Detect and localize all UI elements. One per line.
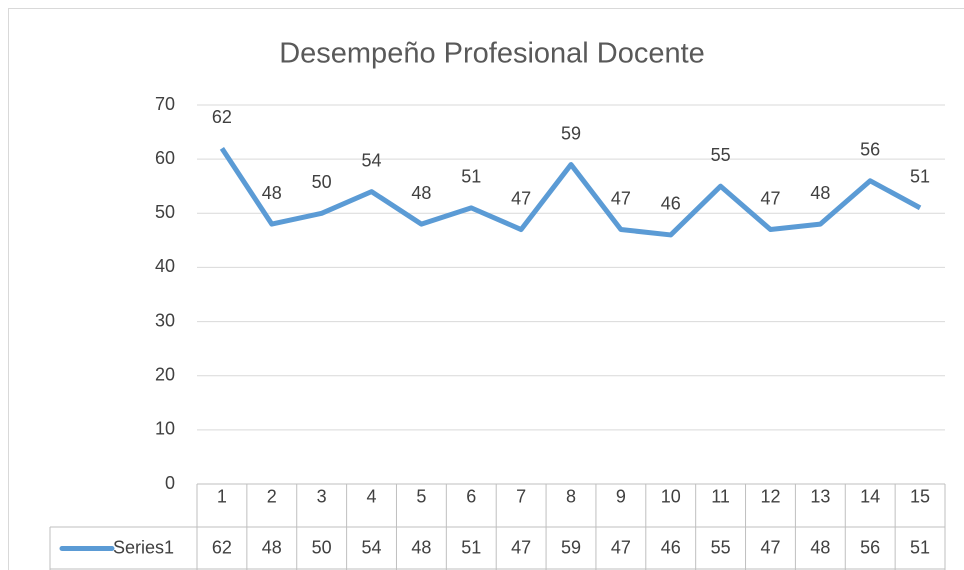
table-value: 46	[661, 537, 681, 557]
table-value: 47	[611, 537, 631, 557]
x-tick-label: 12	[760, 486, 780, 506]
data-label: 48	[411, 183, 431, 203]
data-label: 51	[910, 167, 930, 187]
data-label: 55	[711, 145, 731, 165]
table-value: 59	[561, 537, 581, 557]
data-label: 48	[810, 183, 830, 203]
x-tick-label: 4	[367, 486, 377, 506]
table-value: 48	[411, 537, 431, 557]
x-tick-label: 15	[910, 486, 930, 506]
data-label: 54	[362, 150, 382, 170]
data-label: 62	[212, 107, 232, 127]
x-tick-label: 10	[661, 486, 681, 506]
table-value: 51	[910, 537, 930, 557]
y-tick-label: 40	[155, 256, 175, 276]
x-tick-label: 3	[317, 486, 327, 506]
legend-label: Series1	[113, 537, 174, 557]
table-value: 48	[262, 537, 282, 557]
x-tick-label: 11	[711, 486, 730, 506]
data-label: 59	[561, 123, 581, 143]
x-tick-label: 13	[810, 486, 830, 506]
data-label: 46	[661, 194, 681, 214]
table-value: 54	[362, 537, 382, 557]
x-tick-label: 7	[516, 486, 526, 506]
data-label: 47	[511, 188, 531, 208]
x-tick-label: 6	[466, 486, 476, 506]
y-tick-label: 30	[155, 310, 175, 330]
y-tick-label: 60	[155, 148, 175, 168]
table-value: 62	[212, 537, 232, 557]
table-value: 56	[860, 537, 880, 557]
chart-border	[8, 8, 964, 570]
x-tick-label: 14	[860, 486, 880, 506]
data-label: 51	[461, 167, 481, 187]
table-value: 51	[461, 537, 481, 557]
x-tick-label: 9	[616, 486, 626, 506]
series-line	[219, 146, 922, 238]
table-value: 48	[810, 537, 830, 557]
y-tick-label: 70	[155, 94, 175, 114]
table-value: 47	[511, 537, 531, 557]
y-tick-label: 10	[155, 419, 175, 439]
table-value: 50	[312, 537, 332, 557]
table-value: 47	[760, 537, 780, 557]
x-tick-label: 8	[566, 486, 576, 506]
y-tick-label: 50	[155, 202, 175, 222]
chart-title: Desempeño Profesional Docente	[279, 38, 705, 70]
data-label: 48	[262, 183, 282, 203]
data-label: 47	[611, 188, 631, 208]
x-tick-label: 5	[416, 486, 426, 506]
y-tick-label: 0	[165, 473, 175, 493]
y-tick-label: 20	[155, 364, 175, 384]
table-value: 55	[711, 537, 731, 557]
x-tick-label: 2	[267, 486, 277, 506]
data-label: 50	[312, 172, 332, 192]
data-label: 47	[760, 188, 780, 208]
x-tick-label: 1	[217, 486, 227, 506]
data-label: 56	[860, 140, 880, 160]
